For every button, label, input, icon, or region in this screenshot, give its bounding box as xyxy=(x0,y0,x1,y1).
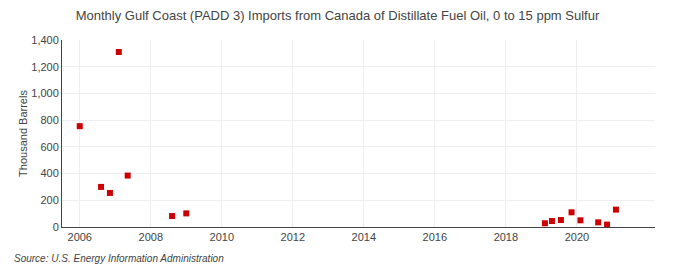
svg-text:1,200: 1,200 xyxy=(31,61,59,73)
svg-text:2012: 2012 xyxy=(281,231,305,243)
svg-text:2020: 2020 xyxy=(565,231,589,243)
svg-text:2010: 2010 xyxy=(210,231,234,243)
svg-text:0: 0 xyxy=(53,221,59,233)
svg-text:Thousand Barrels: Thousand Barrels xyxy=(17,90,29,177)
svg-text:2014: 2014 xyxy=(352,231,376,243)
svg-text:Source: U.S. Energy Informatio: Source: U.S. Energy Information Administ… xyxy=(14,253,224,264)
svg-text:2016: 2016 xyxy=(423,231,447,243)
svg-text:2006: 2006 xyxy=(68,231,92,243)
svg-text:2018: 2018 xyxy=(494,231,518,243)
svg-text:200: 200 xyxy=(40,194,58,206)
svg-text:Monthly Gulf Coast (PADD 3) Im: Monthly Gulf Coast (PADD 3) Imports from… xyxy=(76,8,600,23)
svg-text:400: 400 xyxy=(40,167,58,179)
svg-text:2008: 2008 xyxy=(139,231,163,243)
svg-text:1,000: 1,000 xyxy=(31,87,59,99)
svg-text:600: 600 xyxy=(40,141,58,153)
svg-text:1,400: 1,400 xyxy=(31,34,59,46)
svg-text:800: 800 xyxy=(40,114,58,126)
